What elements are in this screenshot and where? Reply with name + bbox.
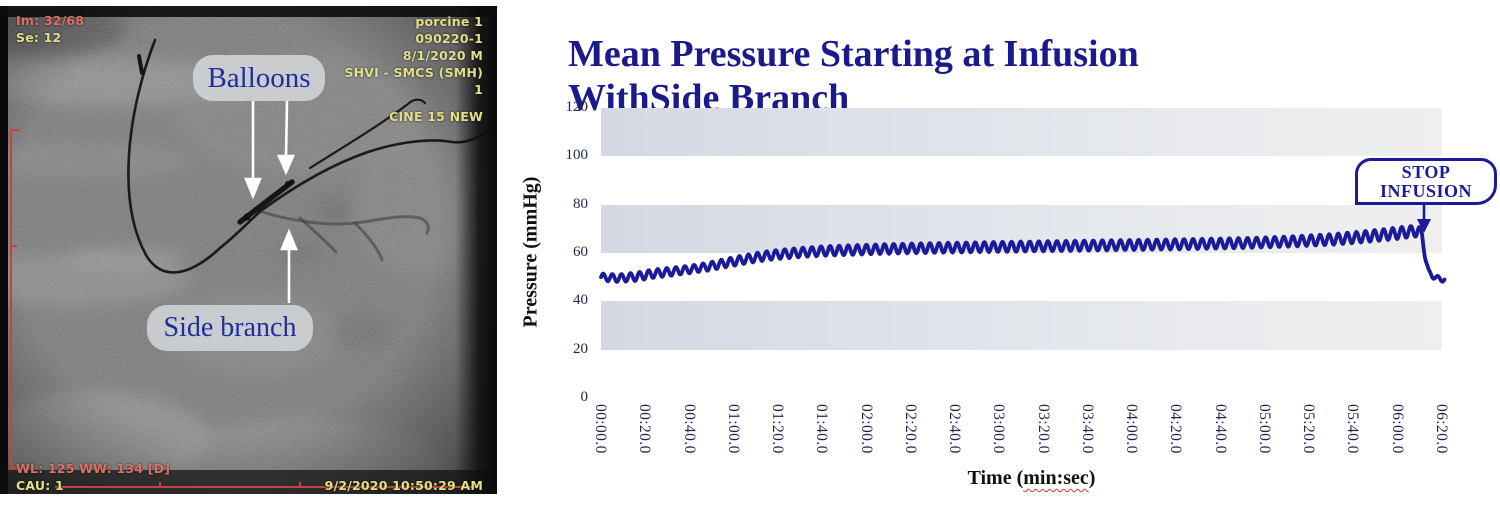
- pressure-trace-svg: [599, 224, 1447, 284]
- x-axis-title-unit: min:sec: [1023, 467, 1089, 489]
- stop-infusion-arrow-icon: [1417, 204, 1431, 233]
- cine-label: CINE 15 NEW: [389, 109, 483, 124]
- x-tick-label: 00:00.0: [592, 404, 609, 454]
- y-axis-ticks: 120 100 80 60 40 20 0: [510, 99, 589, 405]
- y-tick-label: 120: [565, 99, 589, 115]
- stop-infusion-line2: INFUSION: [1379, 180, 1472, 201]
- x-tick-label: 06:00.0: [1388, 404, 1406, 454]
- edge-top: [0, 6, 497, 17]
- x-tick-label: 05:20.0: [1300, 404, 1318, 454]
- x-tick-label: 02:00.0: [857, 404, 875, 454]
- study-info: porcine 1 090220-1 8/1/2020 M SHVI - SMCS (…: [344, 13, 483, 98]
- y-tick-label: 20: [573, 340, 588, 357]
- y-tick-label: 80: [573, 195, 588, 212]
- balloons-arrow-right-icon: [277, 100, 295, 176]
- overlay-info-line: 8/1/2020 M: [402, 48, 483, 63]
- chart-title: Mean Pressure Starting at Infusion WithS…: [568, 33, 1139, 119]
- edge-left: [0, 6, 8, 494]
- y-tick-label: 0: [580, 389, 589, 405]
- image-counter: Im: 32/68: [16, 13, 85, 28]
- x-tick-label: 00:20.0: [636, 404, 654, 454]
- x-axis-title-suffix: ): [1088, 467, 1096, 489]
- x-axis-title-prefix: Time (: [967, 467, 1024, 489]
- x-tick-label: 03:20.0: [1034, 404, 1052, 454]
- acquisition-timestamp: 9/2/2020 10:50:29 AM: [324, 478, 483, 493]
- overlay-info-line: 1: [474, 82, 483, 97]
- x-tick-label: 02:40.0: [946, 404, 964, 454]
- balloons-arrow-left-icon: [244, 101, 262, 200]
- overlay-info-line: porcine 1: [415, 14, 483, 29]
- x-tick-label: 03:00.0: [990, 404, 1008, 454]
- pressure-trace: [599, 224, 1447, 284]
- edge-bottom: [0, 470, 497, 494]
- overlay-info-line: SHVI - SMCS (SMH): [344, 65, 483, 80]
- stop-infusion-callout: STOP INFUSION: [1355, 158, 1497, 205]
- x-tick-label: 03:40.0: [1078, 404, 1096, 454]
- x-axis-title: Time (min:sec): [611, 467, 1452, 490]
- series-number: Se: 12: [16, 30, 62, 45]
- edge-shadow-right: [455, 6, 497, 494]
- plot-band: [601, 108, 1442, 157]
- x-tick-label: 05:40.0: [1344, 404, 1362, 454]
- x-tick-label: 01:00.0: [724, 404, 742, 454]
- x-tick-label: 01:20.0: [769, 404, 787, 454]
- stop-infusion-line1: STOP: [1401, 161, 1451, 182]
- y-tick-label: 60: [573, 244, 588, 260]
- x-tick-label: 02:20.0: [901, 404, 919, 454]
- x-tick-label: 00:40.0: [680, 404, 698, 454]
- overlay-info-line: 090220-1: [415, 31, 483, 46]
- plot-band: [601, 301, 1442, 350]
- side-branch-annotation: Side branch: [147, 305, 313, 351]
- y-tick-label: 100: [565, 147, 589, 164]
- balloons-annotation: Balloons: [193, 55, 325, 101]
- x-tick-label: 04:00.0: [1123, 404, 1141, 454]
- collimator-marker: [10, 129, 478, 488]
- x-tick-label: 01:40.0: [813, 404, 831, 454]
- x-tick-label: 04:40.0: [1211, 404, 1229, 454]
- x-tick-label: 05:00.0: [1255, 404, 1273, 454]
- x-tick-label: 06:20.0: [1433, 404, 1450, 454]
- side-branch-arrow-icon: [280, 228, 298, 303]
- y-tick-label: 40: [573, 292, 588, 309]
- window-level-label: WL: 125 WW: 134 [D]: [16, 461, 171, 476]
- angulation-label: CAU: 1: [16, 478, 64, 493]
- x-tick-label: 04:20.0: [1167, 404, 1185, 454]
- x-axis-ticks: 00:00.0 00:20.0 00:40.0 01:00.0 01:20.0 01:40…: [592, 404, 1471, 474]
- xray-panel: Im: 32/68 Se: 12 porcine 1 090220-1 8/1/20…: [0, 6, 497, 494]
